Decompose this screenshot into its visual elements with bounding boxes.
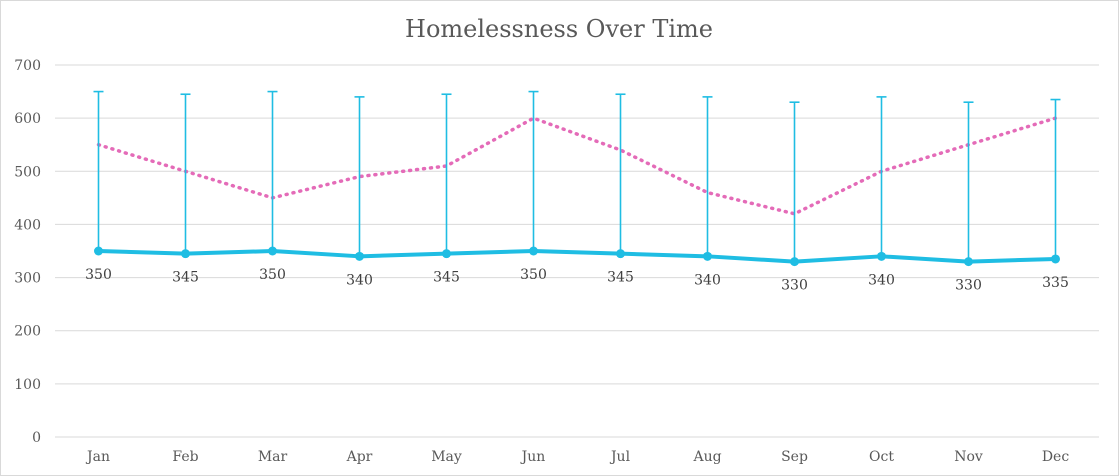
x-tick-label: Sep [781,449,808,465]
data-point [616,249,625,259]
x-tick-label: Oct [869,449,894,465]
data-label: 350 [259,267,286,283]
data-point [964,257,973,267]
y-tick-label: 500 [14,164,41,180]
data-label: 340 [868,272,895,288]
x-tick-label: Jun [520,449,546,465]
x-tick-label: Jan [85,449,110,465]
data-point [703,251,712,261]
data-label: 330 [955,278,982,294]
y-tick-label: 300 [14,271,41,287]
series-dotted-line [96,116,1058,216]
data-point [94,246,103,256]
x-tick-label: Nov [954,449,983,465]
data-label: 340 [346,272,373,288]
data-labels: 350 345 350 340 345 350 345 340 330 340 330 335 [85,267,1069,294]
x-tick-label: Dec [1042,449,1070,465]
data-point [790,257,799,267]
data-point [877,251,886,261]
data-point [529,246,538,256]
y-tick-label: 200 [14,324,41,340]
data-point [1051,254,1060,264]
x-tick-label: Feb [172,449,198,465]
chart-title: Homelessness Over Time [405,15,713,43]
data-point [442,249,451,259]
y-tick-label: 600 [14,111,41,127]
y-tick-label: 700 [14,58,41,74]
data-label: 350 [85,267,112,283]
x-tick-label: Aug [692,449,721,465]
data-point [181,249,190,259]
data-label: 350 [520,267,547,283]
series-solid-line [98,249,1056,264]
x-axis-ticks: Jan Feb Mar Apr May Jun Jul Aug Sep Oct Nov Dec [85,449,1069,465]
y-tick-label: 100 [14,377,41,393]
x-tick-label: Jul [609,449,631,465]
data-label: 345 [607,270,634,286]
y-tick-label: 400 [14,217,41,233]
data-point [355,251,364,261]
data-point [268,246,277,256]
data-label: 335 [1042,275,1069,291]
y-tick-label: 0 [32,430,41,446]
series-layer [93,90,1061,267]
x-tick-label: Apr [346,449,373,465]
data-label: 345 [172,270,199,286]
y-axis-ticks: 0 100 200 300 400 500 600 700 [14,58,41,446]
x-tick-label: May [431,449,462,465]
x-tick-label: Mar [258,449,288,465]
gridlines [55,64,1099,438]
data-label: 330 [781,278,808,294]
data-label: 340 [694,272,721,288]
data-label: 345 [433,270,460,286]
